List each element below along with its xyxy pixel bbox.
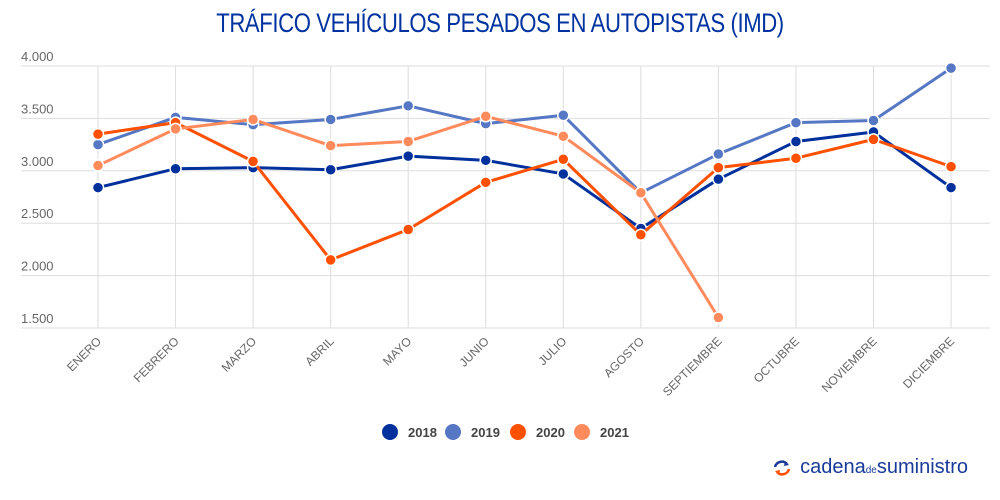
data-point-2018	[712, 172, 725, 186]
data-point-2020	[246, 155, 260, 168]
data-point-2018	[557, 167, 570, 181]
data-point-2019	[401, 99, 415, 113]
data-point-2019	[712, 147, 725, 161]
data-point-2020	[867, 133, 880, 146]
data-point-2020	[91, 127, 105, 141]
legend-marker-2020	[510, 424, 526, 440]
brand-part1: cadena	[800, 456, 866, 478]
data-point-2018	[401, 149, 415, 163]
data-point-2018	[169, 162, 182, 175]
brand-part2: de	[865, 465, 877, 476]
data-point-2020	[557, 153, 570, 166]
data-point-2020	[479, 176, 492, 189]
data-point-2018	[479, 154, 492, 167]
data-point-2020	[634, 228, 648, 241]
legend-label-2018: 2018	[408, 425, 437, 440]
data-point-2018	[789, 135, 803, 148]
series-line-2018	[97, 130, 952, 230]
brand-logo: cadenadesuministro	[772, 456, 968, 479]
data-point-2019	[91, 138, 105, 151]
data-point-2021	[479, 110, 492, 123]
y-tick-label: 3.000	[21, 154, 54, 169]
data-point-2019	[944, 61, 958, 75]
series-line-2020	[97, 121, 952, 262]
x-tick-label: DICIEMBRE	[900, 334, 957, 391]
x-tick-label: AGOSTO	[601, 334, 647, 380]
brand-part3: suministro	[876, 456, 968, 478]
data-point-2021	[91, 159, 105, 172]
x-tick-label: JUNIO	[457, 334, 492, 369]
data-point-2019	[867, 114, 880, 127]
legend-marker-2021	[574, 424, 590, 440]
y-tick-label: 2.000	[21, 259, 54, 274]
legend-label-2019: 2019	[471, 425, 500, 440]
legend-marker-2019	[445, 424, 461, 440]
data-point-2020	[944, 160, 958, 173]
data-point-2019	[789, 116, 803, 129]
data-point-2020	[401, 223, 415, 236]
data-point-2018	[944, 181, 958, 194]
legend-marker-2018	[382, 424, 398, 440]
refresh-arrows-icon	[773, 459, 791, 476]
data-point-2021	[401, 135, 415, 148]
data-point-2018	[324, 163, 337, 177]
data-point-2021	[712, 311, 725, 324]
data-point-2021	[324, 139, 337, 152]
x-tick-label: JULIO	[535, 334, 569, 368]
data-point-2020	[712, 161, 725, 174]
x-tick-label: SEPTIEMBRE	[660, 334, 725, 399]
data-point-2021	[169, 122, 182, 136]
x-tick-label: MAYO	[380, 334, 414, 368]
y-tick-label: 4.000	[21, 49, 54, 64]
y-tick-label: 2.500	[21, 206, 54, 221]
data-point-2020	[789, 151, 803, 165]
data-point-2019	[557, 109, 570, 122]
x-tick-label: ENERO	[64, 334, 104, 374]
data-point-2018	[91, 181, 105, 194]
data-point-2021	[557, 129, 570, 143]
data-point-2019	[324, 113, 337, 126]
y-tick-label: 1.500	[21, 311, 54, 326]
x-tick-label: FEBRERO	[131, 334, 182, 385]
x-tick-label: ABRIL	[302, 334, 337, 369]
data-point-2021	[246, 113, 260, 126]
data-point-2020	[324, 253, 337, 267]
series-line-2019	[97, 66, 952, 195]
x-tick-label: NOVIEMBRE	[819, 334, 880, 395]
chart-title: TRÁFICO VEHÍCULOS PESADOS EN AUTOPISTAS …	[216, 8, 784, 38]
legend-label-2020: 2020	[536, 425, 565, 440]
x-tick-label: OCTUBRE	[751, 334, 802, 385]
x-tick-label: MARZO	[219, 334, 260, 375]
legend-label-2021: 2021	[600, 425, 629, 440]
y-tick-label: 3.500	[21, 101, 54, 116]
data-point-2021	[634, 186, 648, 200]
